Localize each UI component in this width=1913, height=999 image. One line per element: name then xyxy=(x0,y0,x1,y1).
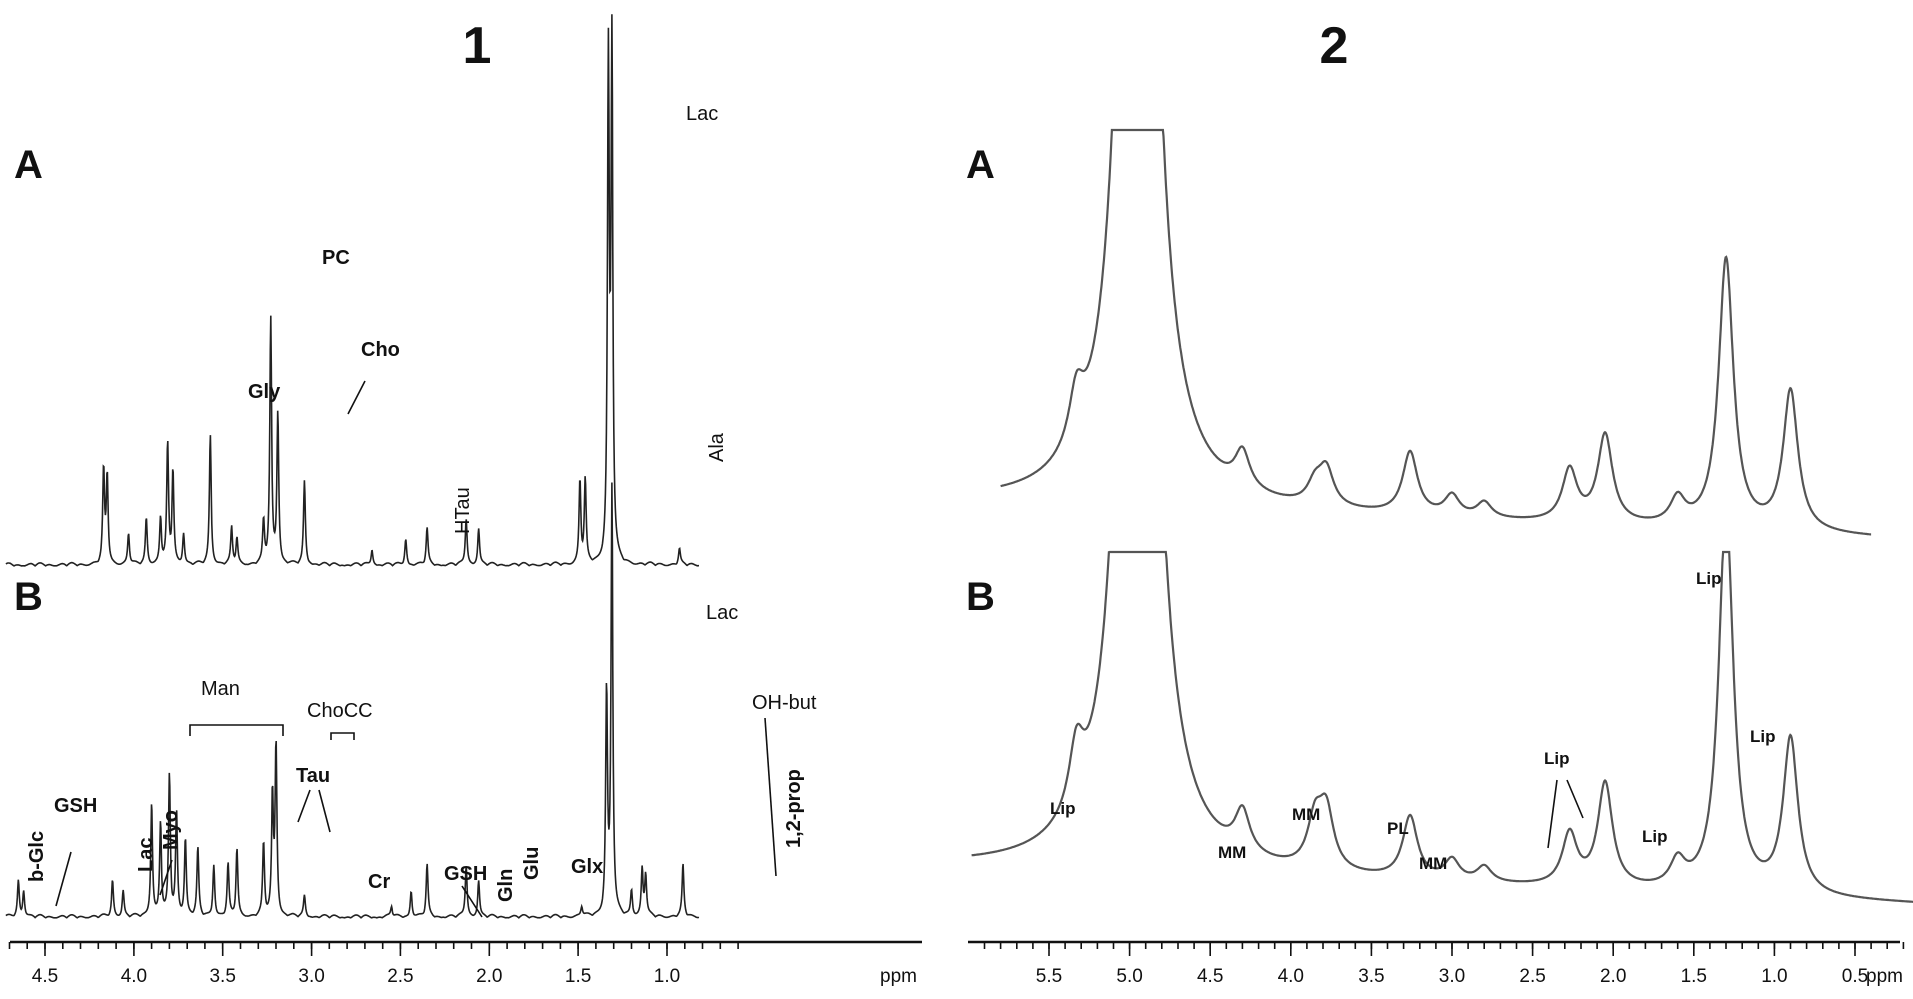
peak-label: Cr xyxy=(368,871,390,893)
tick-label: 3.5 xyxy=(1358,966,1384,987)
peak-label: Glx xyxy=(571,856,603,878)
panel-1-title: 1 xyxy=(463,17,492,75)
panel-2b-letter: B xyxy=(966,575,995,619)
peak-label: Myo xyxy=(160,810,182,850)
cho-leader-line xyxy=(347,380,366,415)
myo-leader-line xyxy=(159,859,173,896)
peak-label: Tau xyxy=(296,765,330,787)
tick-label: 4.0 xyxy=(121,966,147,987)
panel-1a-letter: A xyxy=(14,143,43,187)
lip-leader-line-b xyxy=(1566,779,1584,819)
peak-label: MM xyxy=(1292,805,1320,824)
peak-label: Lac xyxy=(706,602,738,624)
spectrum-1b-trace xyxy=(5,482,700,919)
tick-label: 3.5 xyxy=(209,966,235,987)
x-axis-left: 4.5 4.0 3.5 3.0 2.5 2.0 1.5 1.0 ppm xyxy=(8,940,922,987)
tick-label: 1.5 xyxy=(565,966,591,987)
tick-label: 1.0 xyxy=(654,966,680,987)
chocc-bracket xyxy=(330,732,355,740)
tick-label: 0.5 xyxy=(1842,966,1868,987)
peak-label: Cho xyxy=(361,339,400,361)
tick-label: 1.0 xyxy=(1761,966,1787,987)
peak-label: Gly xyxy=(248,381,281,403)
peak-label: PL xyxy=(1387,819,1409,838)
spectrum-2a-trace xyxy=(1000,128,1872,536)
peak-label: OH-but xyxy=(752,692,817,714)
peak-label: Lac xyxy=(686,103,718,125)
peak-label: Glu xyxy=(521,847,543,880)
tick-label: 3.0 xyxy=(1439,966,1465,987)
tick-label: 4.5 xyxy=(32,966,58,987)
peak-label: 1,2-prop xyxy=(783,769,805,848)
peak-label: ChoCC xyxy=(307,700,373,722)
tick-label: 2.0 xyxy=(476,966,502,987)
peak-label: GSH xyxy=(54,795,97,817)
tick-label: 5.5 xyxy=(1036,966,1062,987)
panel-1b-labels: b-Glc GSH Lac Myo Man Tau ChoCC Cr GSH G… xyxy=(26,602,817,918)
peak-label: GSH xyxy=(444,863,487,885)
tick-label: 3.0 xyxy=(298,966,324,987)
peak-label: MM xyxy=(1218,843,1246,862)
peak-label: Lac xyxy=(135,838,157,872)
tau-leader-line-b xyxy=(318,789,331,833)
x-axis-right: 5.5 5.0 4.5 4.0 3.5 3.0 2.5 2.0 1.5 1.0 0.5 ppm xyxy=(968,940,1905,987)
spectrum-2b-trace xyxy=(971,550,1913,903)
peak-label: MM xyxy=(1419,854,1447,873)
x-axis-unit-left: ppm xyxy=(880,966,917,987)
tick-label: 5.0 xyxy=(1116,966,1142,987)
peak-label: b-Glc xyxy=(26,831,48,882)
gsh-leader-line xyxy=(55,851,72,907)
peak-label: Lip xyxy=(1544,749,1570,768)
panel-1b-letter: B xyxy=(14,575,43,619)
peak-label: HTau xyxy=(452,487,474,534)
tick-label: 1.5 xyxy=(1681,966,1707,987)
peak-label: Lip xyxy=(1696,569,1722,588)
tick-label: 2.5 xyxy=(1519,966,1545,987)
tau-leader-line-a xyxy=(297,789,311,823)
panel-2-title: 2 xyxy=(1320,17,1349,75)
lip-leader-line-a xyxy=(1547,779,1558,849)
panel-2b-labels: Lip MM MM PL MM Lip Lip Lip Lip xyxy=(1050,569,1776,873)
peak-label: Lip xyxy=(1050,799,1076,818)
x-axis-unit-right: ppm xyxy=(1866,966,1903,987)
peak-label: PC xyxy=(322,247,350,269)
tick-label: 2.5 xyxy=(387,966,413,987)
tick-label: 4.5 xyxy=(1197,966,1223,987)
tick-label: 2.0 xyxy=(1600,966,1626,987)
panel-2a-letter: A xyxy=(966,143,995,187)
tick-label: 4.0 xyxy=(1278,966,1304,987)
peak-label: Ala xyxy=(706,432,728,462)
ohbut-leader-line xyxy=(764,717,777,877)
man-bracket xyxy=(189,724,284,736)
panel-1a-labels: Gly PC Cho HTau Ala Lac xyxy=(248,103,728,534)
peak-label: Lip xyxy=(1750,727,1776,746)
peak-label: Lip xyxy=(1642,827,1668,846)
spectrum-1a-trace xyxy=(5,14,699,567)
gsh2-leader-line xyxy=(461,885,483,918)
peak-label: Gln xyxy=(495,869,517,902)
peak-label: Man xyxy=(201,678,240,700)
